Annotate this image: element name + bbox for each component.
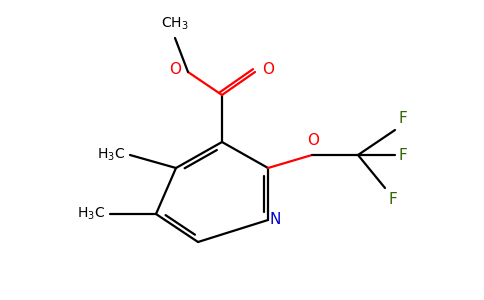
Text: N: N: [269, 212, 281, 227]
Text: F: F: [398, 111, 407, 126]
Text: O: O: [262, 62, 274, 77]
Text: CH$_3$: CH$_3$: [161, 16, 189, 32]
Text: O: O: [169, 62, 181, 77]
Text: H$_3$C: H$_3$C: [77, 206, 105, 222]
Text: O: O: [307, 133, 319, 148]
Text: F: F: [388, 192, 397, 207]
Text: H$_3$C: H$_3$C: [97, 147, 125, 163]
Text: F: F: [398, 148, 407, 163]
